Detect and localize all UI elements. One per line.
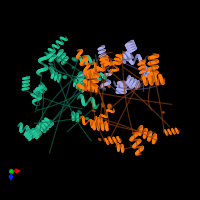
Ellipse shape [101, 103, 104, 107]
Ellipse shape [92, 110, 96, 112]
Ellipse shape [123, 52, 127, 55]
Ellipse shape [50, 67, 54, 73]
Ellipse shape [100, 85, 105, 88]
Ellipse shape [142, 74, 145, 79]
Ellipse shape [85, 117, 89, 120]
Ellipse shape [72, 67, 74, 69]
Ellipse shape [78, 110, 82, 114]
Ellipse shape [106, 79, 108, 83]
Ellipse shape [108, 136, 110, 139]
Ellipse shape [49, 66, 53, 70]
Ellipse shape [113, 81, 116, 86]
Ellipse shape [63, 75, 67, 79]
Ellipse shape [72, 57, 78, 62]
Ellipse shape [98, 138, 101, 141]
Ellipse shape [107, 104, 112, 109]
Ellipse shape [162, 111, 165, 113]
Ellipse shape [107, 83, 110, 88]
Ellipse shape [116, 58, 122, 61]
Ellipse shape [112, 61, 115, 65]
Ellipse shape [48, 63, 53, 65]
Ellipse shape [56, 58, 60, 63]
Ellipse shape [126, 88, 131, 90]
Ellipse shape [154, 137, 157, 141]
